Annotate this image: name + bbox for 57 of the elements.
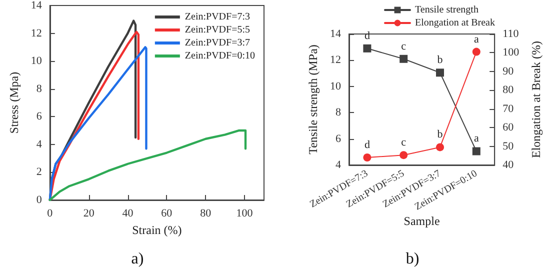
y2-tick-label: 60: [502, 122, 514, 134]
y2-tick-label: 80: [502, 84, 514, 96]
y-tick-label: 12: [330, 54, 341, 66]
y-tick-label: 4: [336, 159, 342, 171]
y-tick-label: 10: [30, 55, 42, 68]
x-tick-label: 20: [83, 208, 95, 220]
legend-label: Tensile strength: [415, 4, 478, 16]
point: [363, 154, 372, 162]
y-tick-label: 10: [330, 80, 342, 92]
legend-label: Zein:PVDF=7:3: [184, 12, 250, 22]
y2-tick-label: 50: [502, 140, 514, 152]
point: [472, 48, 480, 56]
legend-label: Zein:PVDF=5:5: [184, 24, 250, 36]
point: [400, 151, 408, 160]
data-label: a: [474, 33, 479, 46]
data-label: a: [474, 132, 479, 145]
y-tick-label: 6: [336, 132, 342, 145]
y2-tick-label: 70: [502, 102, 514, 115]
y-axis-title: Tensile strength (MPa): [306, 44, 320, 154]
y2-tick-label: 100: [502, 46, 520, 59]
y-tick-label: 14: [330, 28, 342, 40]
x-tick-label: 0: [47, 208, 54, 220]
y-tick-label: 2: [36, 166, 42, 178]
line-series: [48, 46, 148, 202]
data-label: c: [401, 40, 406, 52]
x-tick-label: 60: [161, 208, 173, 220]
data-label: d: [364, 139, 370, 152]
x-axis-title: Strain (%): [132, 222, 182, 237]
y2-axis-title: Elongation at Break (%): [529, 41, 543, 158]
y-tick-label: 14: [30, 0, 42, 12]
data-label: c: [401, 136, 406, 149]
y-axis-title: Stress (Mpa): [7, 72, 21, 134]
text: a): [131, 250, 144, 268]
y-tick-label: 12: [30, 27, 42, 40]
x-tick-label: 40: [122, 208, 134, 220]
y-tick-label: 4: [36, 138, 42, 150]
y-tick-label: 6: [36, 110, 42, 123]
y2-tick-label: 90: [502, 65, 514, 78]
y-tick-label: 8: [36, 82, 42, 95]
point: [436, 68, 444, 77]
data-label: b: [437, 54, 444, 66]
data-label: b: [437, 128, 444, 141]
point: [400, 54, 408, 63]
x-tick-label: 80: [200, 208, 212, 220]
point: [436, 143, 444, 152]
y-tick-label: 8: [336, 106, 342, 119]
legend-label: Zein:PVDF=0:10: [184, 50, 256, 62]
x-tick-label: 100: [236, 208, 254, 220]
y2-tick-label: 110: [502, 28, 520, 40]
legend-label: Elongation at Break: [415, 18, 495, 28]
legend-label: Zein:PVDF=3:7: [184, 38, 250, 48]
y2-tick-label: 40: [502, 159, 514, 171]
x-axis-title: Sample: [404, 214, 440, 228]
point: [363, 44, 372, 52]
line-series: [48, 129, 247, 202]
text: b): [406, 250, 420, 268]
point: [472, 147, 480, 156]
